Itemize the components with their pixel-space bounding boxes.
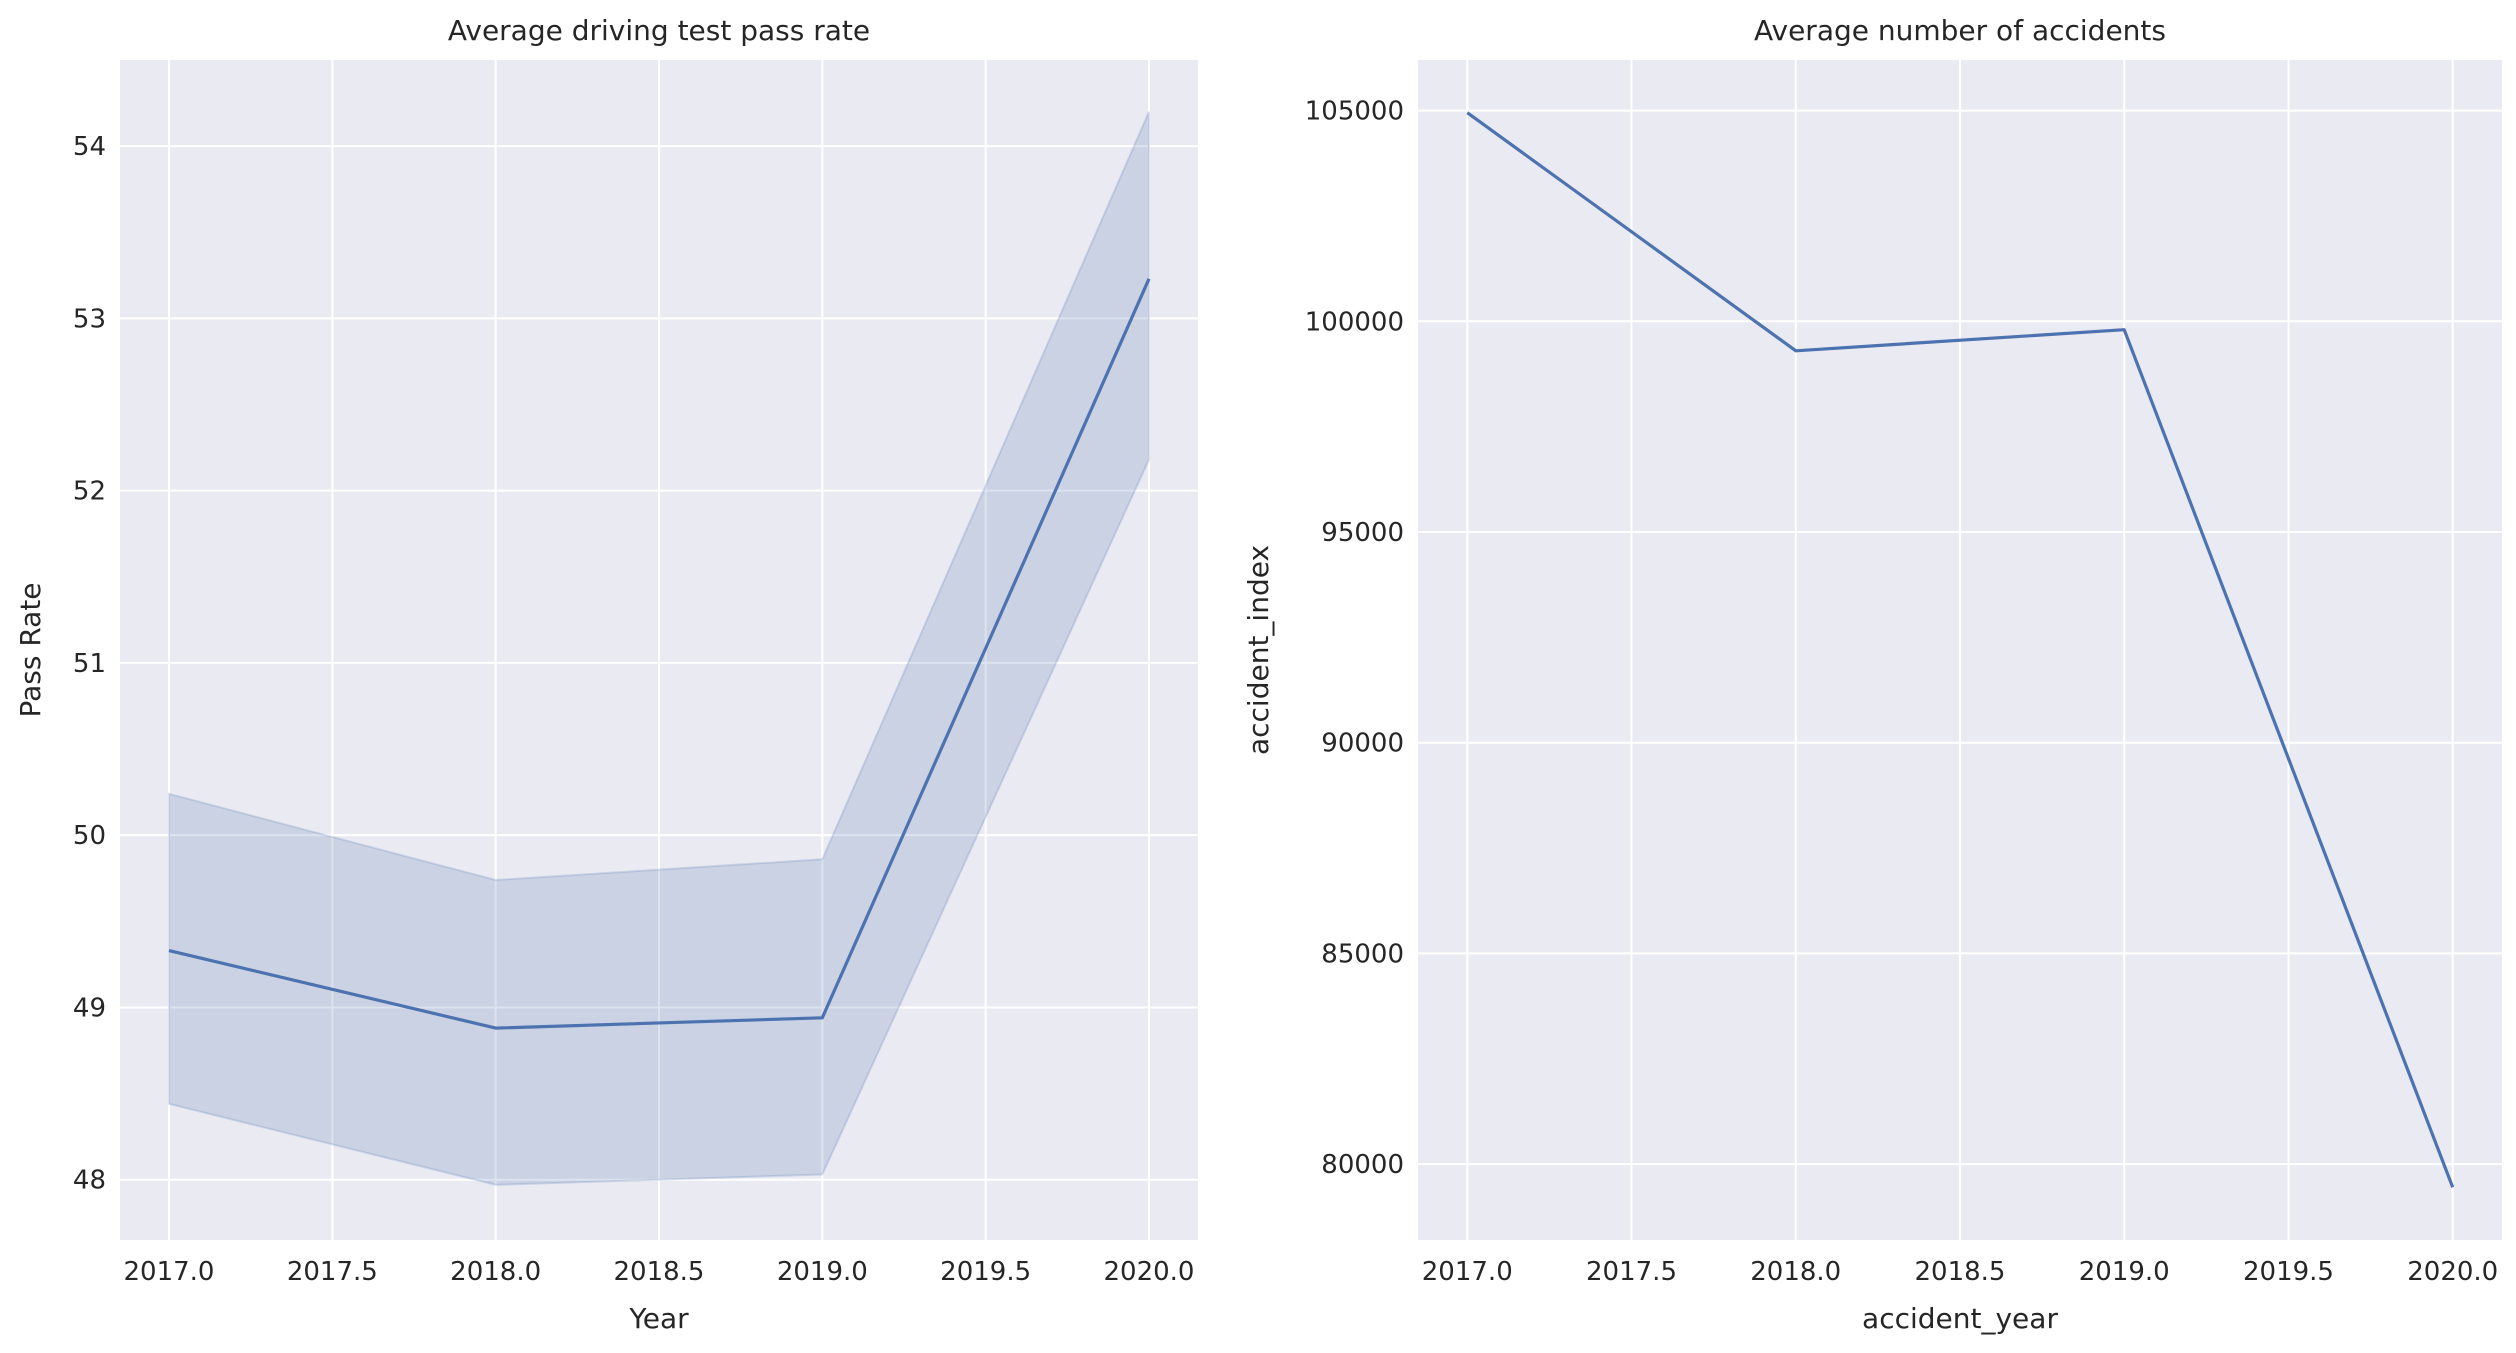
accidents-y-tick-label: 85000 (1321, 939, 1404, 969)
accidents-chart-title: Average number of accidents (1754, 14, 2166, 47)
pass-rate-series-line (168, 278, 1151, 1030)
accidents-x-tick-label: 2017.0 (1422, 1257, 1513, 1287)
accidents-y-tick-label: 90000 (1321, 729, 1404, 759)
accidents-x-tick-label: 2018.0 (1750, 1257, 1841, 1287)
accidents-x-tick-label: 2017.5 (1586, 1257, 1677, 1287)
accidents-y-tick-label: 95000 (1321, 518, 1404, 548)
pass-rate-y-tick-label: 48 (73, 1166, 106, 1196)
accidents-series-line (1466, 111, 2455, 1188)
accidents-marks (1466, 111, 2455, 1188)
pass-rate-y-tick-label: 53 (73, 304, 106, 334)
accidents-grid (1418, 60, 2502, 1240)
accidents-x-tick-label: 2020.0 (2407, 1257, 2498, 1287)
pass-rate-x-tick-label: 2020.0 (1104, 1257, 1195, 1287)
pass-rate-y-tick-label: 52 (73, 477, 106, 507)
accidents-y-tick-labels: 80000 85000 90000 95000 100000 105000 (1305, 97, 1404, 1181)
pass-rate-chart: 2017.0 2017.5 2018.0 2018.5 2019.0 2019.5 2020… (14, 14, 1198, 1335)
pass-rate-x-tick-label: 2017.0 (124, 1257, 215, 1287)
pass-rate-y-axis-label: Pass Rate (14, 582, 47, 717)
pass-rate-x-axis-label: Year (628, 1302, 689, 1335)
accidents-y-axis-label: accident_index (1242, 545, 1275, 755)
pass-rate-x-tick-label: 2017.5 (287, 1257, 378, 1287)
pass-rate-y-tick-label: 50 (73, 821, 106, 851)
pass-rate-confidence-band (168, 111, 1150, 1186)
accidents-x-tick-label: 2019.0 (2079, 1257, 2170, 1287)
pass-rate-x-tick-label: 2019.5 (940, 1257, 1031, 1287)
accidents-y-tick-label: 80000 (1321, 1150, 1404, 1180)
pass-rate-y-tick-labels: 48 49 50 51 52 53 54 (73, 132, 106, 1196)
pass-rate-y-tick-label: 54 (73, 132, 106, 162)
accidents-y-tick-label: 105000 (1305, 97, 1404, 127)
accidents-x-tick-label: 2018.5 (1915, 1257, 2006, 1287)
accidents-chart: 2017.0 2017.5 2018.0 2018.5 2019.0 2019.5 2020… (1242, 14, 2502, 1335)
pass-rate-marks (168, 111, 1151, 1186)
accidents-x-tick-labels: 2017.0 2017.5 2018.0 2018.5 2019.0 2019.5 2020… (1422, 1257, 2498, 1287)
pass-rate-chart-title: Average driving test pass rate (448, 14, 870, 47)
pass-rate-y-tick-label: 49 (73, 993, 106, 1023)
pass-rate-x-tick-label: 2018.0 (450, 1257, 541, 1287)
pass-rate-x-tick-label: 2018.5 (614, 1257, 705, 1287)
accidents-x-axis-label: accident_year (1862, 1302, 2058, 1335)
accidents-y-tick-label: 100000 (1305, 307, 1404, 337)
pass-rate-grid (120, 60, 1198, 1240)
accidents-x-tick-label: 2019.5 (2243, 1257, 2334, 1287)
pass-rate-y-tick-label: 51 (73, 649, 106, 679)
pass-rate-x-tick-label: 2019.0 (777, 1257, 868, 1287)
pass-rate-x-tick-labels: 2017.0 2017.5 2018.0 2018.5 2019.0 2019.5 2020… (124, 1257, 1195, 1287)
